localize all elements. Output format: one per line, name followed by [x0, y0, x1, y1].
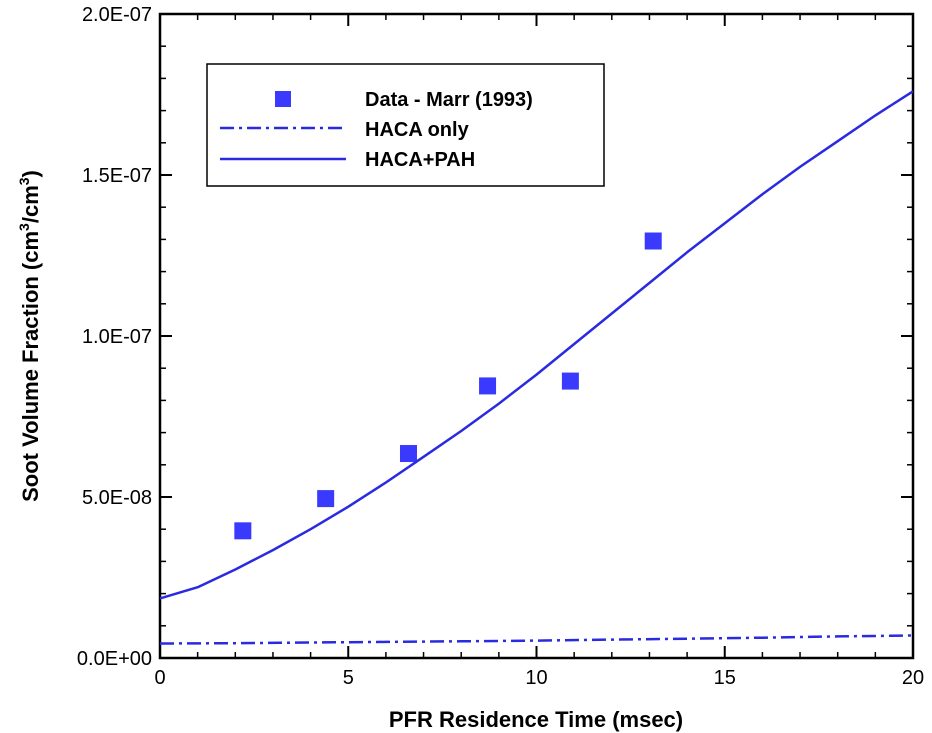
data-point-marr — [561, 372, 579, 390]
data-point-marr — [644, 232, 662, 250]
x-tick-label: 5 — [343, 667, 354, 689]
legend-label-haca-pah: HACA+PAH — [365, 149, 475, 171]
y-axis-title: Soot Volume Fraction (cm3/cm3) — [16, 170, 43, 502]
legend-marker-data — [275, 91, 291, 107]
y-tick-label: 1.5E-07 — [82, 165, 152, 187]
legend: Data - Marr (1993) HACA only HACA+PAH — [206, 63, 605, 187]
x-tick-label: 15 — [714, 667, 736, 689]
x-tick-label: 0 — [154, 667, 165, 689]
data-point-marr — [479, 377, 497, 395]
minor-ticks — [160, 14, 913, 658]
major-ticks — [159, 13, 914, 659]
y-tick-label: 5.0E-08 — [82, 487, 152, 509]
series-line-haca-pah — [159, 90, 914, 600]
y-axis-title-main: Soot Volume Fraction (cm — [18, 231, 43, 502]
series-line-haca-only — [159, 634, 914, 645]
data-point-marr — [234, 522, 252, 540]
x-tick-label: 20 — [902, 667, 924, 689]
data-point-marr — [317, 490, 335, 508]
x-tick-labels: 0 5 10 15 20 — [154, 667, 924, 689]
y-axis-title-sup2: 3 — [16, 177, 32, 185]
legend-frame — [206, 63, 605, 187]
y-tick-label: 2.0E-07 — [82, 4, 152, 26]
y-axis-title-end: ) — [18, 170, 43, 177]
x-axis-title: PFR Residence Time (msec) — [389, 707, 683, 732]
y-tick-label: 0.0E+00 — [77, 648, 152, 670]
legend-label-data: Data - Marr (1993) — [365, 89, 533, 111]
legend-label-haca-only: HACA only — [365, 119, 470, 141]
series-layer — [159, 90, 914, 645]
y-tick-label: 1.0E-07 — [82, 326, 152, 348]
data-point-marr — [399, 445, 417, 463]
y-axis-title-mid: /cm — [18, 185, 43, 223]
y-axis-title-sup1: 3 — [16, 223, 32, 231]
x-tick-label: 10 — [525, 667, 547, 689]
y-tick-labels: 0.0E+00 5.0E-08 1.0E-07 1.5E-07 2.0E-07 — [77, 4, 152, 670]
